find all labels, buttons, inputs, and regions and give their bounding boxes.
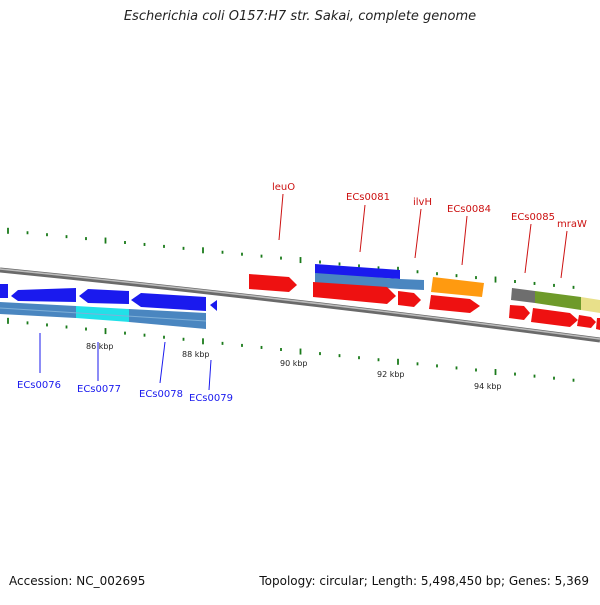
genome-backbone [0, 267, 600, 343]
leader-ECs0081 [359, 204, 366, 253]
gene-next2-red-bar[interactable] [596, 318, 600, 330]
gene-label-leaders [39, 193, 568, 391]
gene-next-red-bar[interactable] [577, 315, 596, 328]
scale-label-92kbp: 92 kbp [377, 370, 405, 379]
gene-labels: ECs0076 ECs0077 ECs0078 ECs0079 leuO ECs… [17, 182, 587, 404]
gene-ECs0084-red-bar[interactable] [429, 295, 480, 313]
gene-ilvH-steel-bar[interactable] [400, 279, 424, 290]
gene-ECs0076-bar[interactable] [11, 288, 76, 302]
gene-ECs0075-bar[interactable] [0, 284, 8, 298]
gene-label-ECs0081[interactable]: ECs0081 [346, 192, 390, 203]
gene-ECs0078-bar[interactable] [131, 293, 206, 311]
leader-ECs0079 [208, 359, 212, 391]
gene-ilvH-red-bar[interactable] [398, 291, 421, 307]
steel-bar-highlight [0, 307, 207, 322]
gene-label-ECs0085[interactable]: ECs0085 [511, 212, 555, 223]
gene-block-left [0, 284, 217, 329]
leader-ECs0085 [524, 223, 532, 274]
leader-ilvH [414, 208, 422, 259]
scale-label-86kbp: 86 kbp [86, 342, 114, 351]
gene-leuO-bar[interactable] [249, 274, 297, 292]
gene-ECs0077-bar[interactable] [79, 289, 129, 304]
gene-label-ECs0078[interactable]: ECs0078 [139, 389, 183, 400]
leader-ECs0078 [159, 341, 166, 384]
gene-label-ECs0084[interactable]: ECs0084 [447, 204, 491, 215]
genome-summary-text: Topology: circular; Length: 5,498,450 bp… [259, 574, 589, 588]
gene-mraW-red-bar[interactable] [531, 308, 578, 327]
gene-label-mraW[interactable]: mraW [557, 219, 587, 230]
gene-ECs0084-bar[interactable] [431, 277, 484, 297]
scale-labels: 86 kbp 88 kbp 90 kbp 92 kbp 94 kbp [86, 342, 502, 391]
gene-ECs0085-red-bar[interactable] [509, 305, 530, 320]
gene-block-right [249, 264, 600, 330]
genome-title: Escherichia coli O157:H7 str. Sakai, com… [123, 9, 477, 24]
gene-label-ECs0076[interactable]: ECs0076 [17, 380, 61, 391]
scale-label-90kbp: 90 kbp [280, 359, 308, 368]
genome-backbone-highlight [0, 268, 600, 340]
scale-label-94kbp: 94 kbp [474, 382, 502, 391]
gene-label-ECs0077[interactable]: ECs0077 [77, 384, 121, 395]
gene-ECs0085-bar[interactable] [511, 288, 535, 303]
leader-ECs0084 [461, 215, 468, 266]
scale-label-88kbp: 88 kbp [182, 350, 210, 359]
gene-mraW-bar[interactable] [535, 291, 581, 310]
gene-label-ilvH[interactable]: ilvH [413, 197, 432, 208]
gene-next-khaki-bar[interactable] [581, 297, 600, 313]
gene-ECs0081-red-bar[interactable] [313, 282, 396, 304]
gene-label-ECs0079[interactable]: ECs0079 [189, 393, 233, 404]
gene-ECs0079-bar[interactable] [210, 300, 217, 311]
tick-marks-lower [7, 317, 575, 382]
leader-leuO [278, 193, 284, 241]
leader-mraW [560, 230, 568, 279]
gene-label-leuO[interactable]: leuO [272, 182, 295, 193]
accession-text: Accession: NC_002695 [9, 574, 146, 588]
gene-ECs0081-steel-bar[interactable] [315, 273, 400, 289]
